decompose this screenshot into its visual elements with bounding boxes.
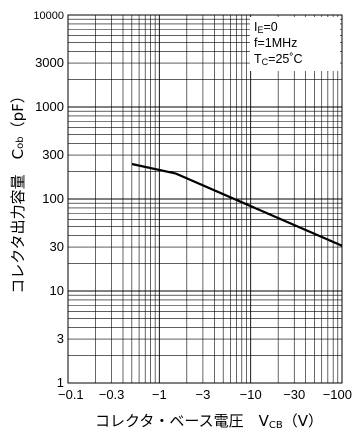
x-tick-label: −0.3 [99, 387, 125, 402]
y-tick-label: 10000 [33, 10, 64, 22]
x-tick-label: −3 [195, 387, 210, 402]
x-tick-label: −100 [323, 387, 352, 402]
x-tick-label: −1 [152, 387, 167, 402]
y-tick-label: 1 [57, 375, 64, 390]
conditions-box [250, 17, 340, 71]
condition-line: f=1MHz [254, 36, 297, 50]
y-tick-label: 300 [42, 147, 64, 162]
plot-frame [67, 14, 343, 384]
series-line [131, 162, 343, 247]
conditions-text: IE=0f=1MHz TC=25˚C [254, 20, 303, 67]
y-tick-label: 3000 [35, 55, 64, 70]
y-axis-label: コレクタ出力容量 Cob（pF） [9, 88, 27, 294]
y-tick-labels: 1 3 10 30 100 300 1000 3000 10000 [33, 10, 64, 390]
y-tick-label: 10 [50, 283, 64, 298]
y-tick-label: 1000 [35, 99, 64, 114]
condition-line: TC=25˚C [254, 52, 303, 67]
x-tick-label: −30 [283, 387, 305, 402]
y-tick-label: 3 [57, 331, 64, 346]
x-tick-label: −0.1 [58, 387, 84, 402]
condition-line: IE=0 [254, 20, 278, 35]
series-layer [131, 162, 343, 247]
y-tick-label: 30 [50, 239, 64, 254]
y-tick-label: 100 [42, 191, 64, 206]
x-tick-label: −10 [240, 387, 262, 402]
x-tick-labels: −0.1 −0.3 −1 −3 −10 −30 −100 [58, 387, 352, 402]
x-axis-label: コレクタ・ベース電圧 VCB（V） [95, 412, 323, 431]
